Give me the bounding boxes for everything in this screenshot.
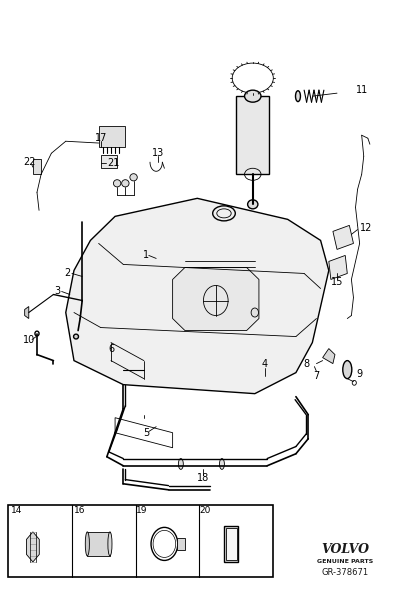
Ellipse shape (113, 180, 121, 187)
Text: 3: 3 (55, 287, 60, 296)
Polygon shape (26, 532, 39, 562)
Polygon shape (323, 349, 335, 364)
Ellipse shape (343, 361, 352, 379)
Bar (99, 126, 125, 147)
Text: 13: 13 (152, 148, 164, 158)
Bar (87, 532, 110, 556)
Text: 11: 11 (356, 85, 368, 95)
Text: GR-378671: GR-378671 (322, 568, 369, 576)
Text: 14: 14 (11, 507, 22, 515)
Text: GENUINE PARTS: GENUINE PARTS (317, 560, 373, 564)
Polygon shape (329, 255, 347, 279)
Ellipse shape (251, 308, 259, 317)
Text: 5: 5 (143, 428, 149, 438)
Bar (101, 155, 117, 168)
Ellipse shape (108, 532, 112, 556)
Text: 4: 4 (262, 359, 268, 368)
Text: 16: 16 (74, 507, 86, 515)
Ellipse shape (85, 532, 90, 556)
Text: 1: 1 (143, 251, 149, 260)
Ellipse shape (245, 90, 261, 102)
Polygon shape (333, 225, 353, 249)
Ellipse shape (247, 200, 258, 209)
Bar (226, 528, 237, 560)
Text: VOLVO: VOLVO (321, 543, 369, 557)
Ellipse shape (178, 459, 183, 469)
Text: 2: 2 (65, 269, 71, 278)
Text: 17: 17 (95, 133, 107, 143)
Ellipse shape (74, 334, 79, 339)
Text: 19: 19 (136, 507, 148, 515)
Polygon shape (25, 307, 29, 319)
Text: 12: 12 (360, 224, 372, 233)
Ellipse shape (130, 174, 137, 181)
Text: 6: 6 (108, 344, 114, 353)
Text: 9: 9 (357, 369, 363, 379)
Text: 20: 20 (200, 507, 211, 515)
Ellipse shape (122, 180, 129, 187)
Text: 18: 18 (197, 473, 210, 483)
Ellipse shape (219, 459, 224, 469)
Text: 7: 7 (313, 371, 320, 380)
Bar (33, 159, 41, 174)
Bar (177, 538, 185, 550)
Bar (236, 96, 269, 174)
Ellipse shape (296, 91, 300, 102)
Polygon shape (173, 267, 259, 331)
Text: 22: 22 (23, 157, 36, 167)
Bar (8, 505, 273, 577)
Text: 10: 10 (23, 335, 35, 344)
Bar (224, 526, 238, 562)
Polygon shape (66, 198, 329, 394)
Text: 21: 21 (107, 159, 119, 168)
Text: 15: 15 (331, 278, 343, 287)
Text: 8: 8 (303, 359, 309, 368)
